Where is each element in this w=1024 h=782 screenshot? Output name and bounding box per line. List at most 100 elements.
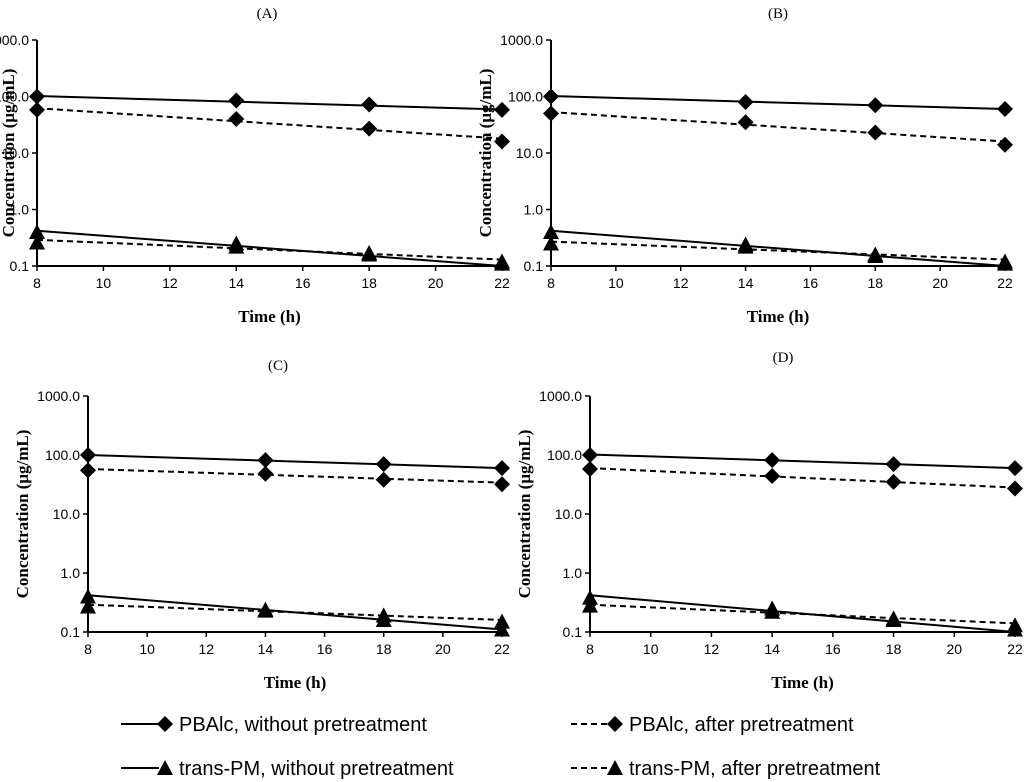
series-pbalc-after-pretreatment <box>582 460 1023 497</box>
data-point <box>494 133 510 150</box>
x-tick-label: 22 <box>1007 641 1023 657</box>
data-point <box>29 223 45 239</box>
data-point <box>885 610 902 626</box>
legend-marker <box>157 716 173 732</box>
data-point <box>997 101 1013 118</box>
data-point <box>80 462 96 479</box>
data-point <box>737 114 754 131</box>
x-tick-label: 18 <box>886 641 902 657</box>
data-point <box>375 456 392 473</box>
series-fit-line <box>589 467 1016 489</box>
x-tick-label: 22 <box>494 641 510 657</box>
panel-title: (B) <box>768 6 788 22</box>
series-pbalc-without-pretreatment <box>29 88 510 118</box>
x-axis-label: Time (h) <box>264 673 327 692</box>
x-tick-label: 10 <box>139 641 155 657</box>
series-trans-pm-after-pretreatment <box>543 235 1013 269</box>
data-point <box>867 248 884 264</box>
chart-panel-1: (A) 0.1 1.0 10.0 100.0 1000.0 8 10 12 14 16 18 20 22 T… <box>0 6 510 326</box>
x-tick-label: 14 <box>258 641 274 657</box>
x-tick-label: 16 <box>295 275 311 291</box>
series-trans-pm-without-pretreatment <box>29 223 510 271</box>
y-tick-label: 0.1 <box>10 258 30 274</box>
data-point <box>764 468 781 485</box>
legend-marker <box>607 716 623 732</box>
data-point <box>764 452 781 469</box>
data-point <box>867 97 884 114</box>
x-tick-label: 14 <box>228 275 244 291</box>
series-pbalc-without-pretreatment <box>582 447 1023 477</box>
data-point <box>361 120 378 137</box>
data-point <box>494 253 510 269</box>
y-tick-label: 1.0 <box>61 565 81 581</box>
data-point <box>257 602 274 618</box>
y-tick-label: 10.0 <box>555 506 582 522</box>
series-trans-pm-after-pretreatment <box>582 597 1023 633</box>
x-tick-label: 14 <box>764 641 780 657</box>
series-fit-line <box>589 603 1016 625</box>
y-tick-label: 1.0 <box>563 565 583 581</box>
x-tick-label: 12 <box>673 275 689 291</box>
y-tick-label: 1000.0 <box>500 32 543 48</box>
y-tick-label: 0.1 <box>61 624 81 640</box>
y-tick-label: 10.0 <box>516 145 543 161</box>
data-point <box>543 235 559 251</box>
data-point <box>885 456 902 473</box>
y-axis-label: Concentration (μg/mL) <box>515 430 534 599</box>
panel-title: (C) <box>268 358 288 374</box>
x-tick-label: 20 <box>428 275 444 291</box>
chart-panel-3: (C) 0.1 1.0 10.0 100.0 1000.0 8 10 12 14 16 18 20 22 T… <box>13 358 510 692</box>
data-point <box>228 110 245 127</box>
y-axis-label: Concentration (μg/mL) <box>476 69 495 238</box>
x-tick-label: 20 <box>435 641 451 657</box>
x-axis-label: Time (h) <box>771 673 834 692</box>
data-point <box>1007 460 1023 477</box>
data-point <box>543 105 559 122</box>
data-point <box>494 460 510 477</box>
data-point <box>737 238 754 254</box>
data-point <box>494 101 510 118</box>
panel-title: (D) <box>773 350 794 366</box>
x-tick-label: 22 <box>494 275 510 291</box>
series-fit-line <box>87 594 503 631</box>
x-tick-label: 8 <box>586 641 594 657</box>
data-point <box>29 101 45 118</box>
data-point <box>543 88 559 105</box>
series-pbalc-without-pretreatment <box>80 447 510 477</box>
data-point <box>867 124 884 141</box>
legend-item: trans-PM, without pretreatment <box>121 758 454 780</box>
legend-item: PBAlc, after pretreatment <box>571 714 854 736</box>
legend-marker <box>157 760 173 775</box>
y-tick-label: 10.0 <box>53 506 80 522</box>
data-point <box>997 253 1013 269</box>
series-fit-line <box>550 240 1006 261</box>
x-tick-label: 12 <box>198 641 214 657</box>
data-point <box>257 452 274 469</box>
data-point <box>582 589 598 605</box>
x-tick-label: 10 <box>608 275 624 291</box>
legend-marker <box>607 760 623 775</box>
series-fit-line <box>87 454 503 470</box>
series-trans-pm-without-pretreatment <box>80 588 510 637</box>
series-fit-line <box>36 95 503 111</box>
y-tick-label: 100.0 <box>508 89 543 105</box>
series-fit-line <box>36 238 503 261</box>
legend-label: trans-PM, after pretreatment <box>629 758 881 780</box>
y-tick-label: 100.0 <box>45 447 80 463</box>
series-pbalc-after-pretreatment <box>29 101 510 150</box>
y-tick-label: 10.0 <box>2 145 29 161</box>
data-point <box>80 447 96 463</box>
series-trans-pm-without-pretreatment <box>543 223 1013 271</box>
data-point <box>494 476 510 493</box>
legend-label: trans-PM, without pretreatment <box>179 758 454 780</box>
chart-panel-4: (D) 0.1 1.0 10.0 100.0 1000.0 8 10 12 14 16 18 20 22 T… <box>515 350 1023 692</box>
data-point <box>80 598 96 614</box>
x-tick-label: 12 <box>162 275 178 291</box>
y-tick-label: 1000.0 <box>37 388 80 404</box>
data-point <box>228 92 245 109</box>
data-point <box>582 597 598 613</box>
y-tick-label: 1000.0 <box>0 32 29 48</box>
x-tick-label: 8 <box>547 275 555 291</box>
series-trans-pm-after-pretreatment <box>80 598 510 629</box>
data-point <box>1007 480 1023 497</box>
